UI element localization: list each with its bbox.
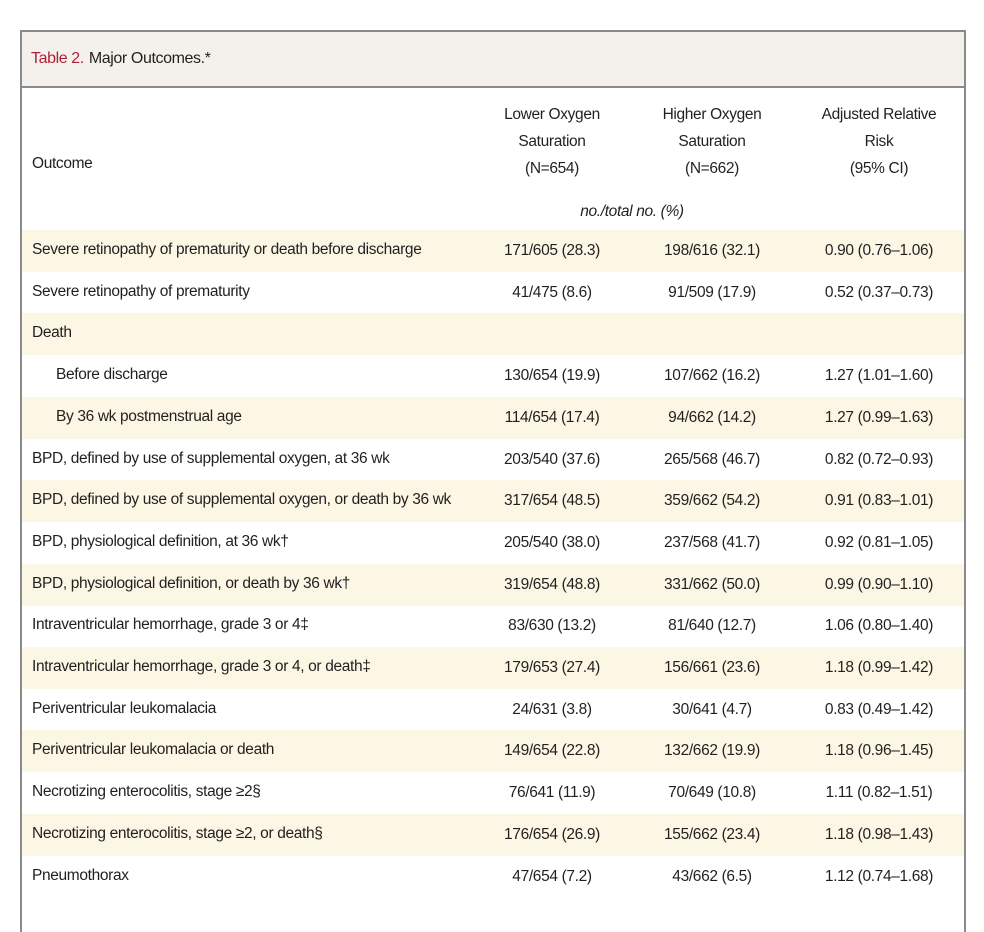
outcome-cell: Intraventricular hemorrhage, grade 3 or … bbox=[32, 658, 371, 675]
value-cell: 331/662 (50.0) bbox=[664, 575, 760, 593]
value-cell: 0.82 (0.72–0.93) bbox=[824, 450, 934, 468]
value-cell: 70/649 (10.8) bbox=[668, 784, 756, 802]
table-row: Death bbox=[22, 313, 964, 356]
value-cell: 130/654 (19.9) bbox=[504, 367, 600, 385]
table-row: By 36 wk postmenstrual age 114/654 (17.4)… bbox=[22, 396, 964, 439]
value-cell: 1.27 (1.01–1.60) bbox=[824, 367, 934, 385]
column-header: (95% CI) bbox=[849, 160, 909, 177]
value-cell: 0.91 (0.83–1.01) bbox=[824, 492, 934, 510]
outcome-cell: By 36 wk postmenstrual age bbox=[56, 407, 242, 425]
table-row: Severe retinopathy of prematurity 41/475 … bbox=[22, 272, 964, 314]
value-cell: 47/654 (7.2) bbox=[512, 867, 592, 885]
value-cell: 1.11 (0.82–1.51) bbox=[825, 784, 933, 802]
value-cell: 1.18 (0.99–1.42) bbox=[824, 659, 934, 676]
value-cell: 359/662 (54.2) bbox=[664, 492, 760, 510]
value-cell: 237/568 (41.7) bbox=[664, 533, 760, 551]
column-header: Outcome bbox=[32, 155, 93, 172]
table-row: BPD, physiological definition, at 36 wk†… bbox=[22, 522, 964, 564]
outcome-cell: Periventricular leukomalacia bbox=[32, 699, 217, 717]
value-cell: 0.99 (0.90–1.10) bbox=[824, 575, 934, 593]
page: Table 2. Major Outcomes.* Outcome Lower O… bbox=[20, 30, 966, 932]
table-row: BPD, defined by use of supplemental oxyg… bbox=[22, 480, 964, 523]
table-frame: Table 2. Major Outcomes.* Outcome Lower O… bbox=[20, 30, 966, 932]
value-cell: 76/641 (11.9) bbox=[508, 784, 596, 802]
table-label: Table 2. bbox=[31, 50, 84, 67]
column-header: Risk bbox=[864, 133, 894, 150]
table-row: Necrotizing enterocolitis, stage ≥2§ 76/6… bbox=[22, 772, 964, 814]
outcome-cell: Necrotizing enterocolitis, stage ≥2§ bbox=[32, 783, 261, 801]
table-row: Before discharge 130/654 (19.9) 107/662 (1… bbox=[22, 355, 964, 397]
value-cell: 1.18 (0.96–1.45) bbox=[824, 742, 934, 760]
table-row: Periventricular leukomalacia or death 149… bbox=[22, 730, 964, 773]
table-row: Intraventricular hemorrhage, grade 3 or … bbox=[22, 647, 964, 689]
value-cell: 155/662 (23.4) bbox=[664, 825, 760, 843]
value-cell: 107/662 (16.2) bbox=[664, 367, 760, 385]
value-cell: 1.27 (0.99–1.63) bbox=[824, 408, 934, 426]
table-header: Table 2. Major Outcomes.* bbox=[22, 32, 964, 88]
value-cell: 83/630 (13.2) bbox=[508, 617, 596, 635]
value-cell: 176/654 (26.9) bbox=[504, 825, 600, 843]
outcome-cell: Periventricular leukomalacia or death bbox=[32, 741, 275, 759]
outcome-cell: Pneumothorax bbox=[32, 866, 129, 884]
value-cell: 171/605 (28.3) bbox=[504, 242, 600, 259]
column-header: Saturation bbox=[518, 133, 586, 150]
value-cell: 0.92 (0.81–1.05) bbox=[824, 533, 934, 551]
value-cell: 156/661 (23.6) bbox=[664, 659, 760, 676]
value-cell: 41/475 (8.6) bbox=[512, 283, 592, 301]
table-row: Necrotizing enterocolitis, stage ≥2, or … bbox=[22, 813, 964, 856]
outcome-cell: Before discharge bbox=[56, 366, 168, 384]
table-row: Intraventricular hemorrhage, grade 3 or … bbox=[22, 605, 964, 647]
column-header: Higher Oxygen bbox=[662, 106, 762, 123]
value-cell: 149/654 (22.8) bbox=[504, 742, 600, 760]
value-cell: 114/654 (17.4) bbox=[504, 408, 600, 426]
value-cell: 30/641 (4.7) bbox=[672, 700, 752, 718]
value-cell: 1.06 (0.80–1.40) bbox=[824, 617, 934, 635]
outcome-cell: BPD, defined by use of supplemental oxyg… bbox=[32, 491, 451, 509]
table-row: BPD, physiological definition, or death … bbox=[22, 563, 964, 606]
outcome-cell: Death bbox=[32, 324, 72, 342]
outcome-cell: BPD, physiological definition, at 36 wk† bbox=[32, 532, 289, 550]
value-cell: 0.90 (0.76–1.06) bbox=[824, 242, 934, 259]
outcome-cell: Necrotizing enterocolitis, stage ≥2, or … bbox=[32, 824, 323, 842]
value-cell: 0.52 (0.37–0.73) bbox=[824, 283, 934, 301]
value-cell: 265/568 (46.7) bbox=[664, 450, 760, 468]
value-cell: 0.83 (0.49–1.42) bbox=[824, 700, 934, 718]
value-cell: 94/662 (14.2) bbox=[668, 408, 756, 426]
value-cell: 319/654 (48.8) bbox=[504, 575, 600, 593]
value-cell: 179/653 (27.4) bbox=[504, 659, 600, 676]
column-header: (N=662) bbox=[685, 160, 739, 177]
value-cell: 203/540 (37.6) bbox=[504, 450, 600, 468]
outcome-cell: BPD, defined by use of supplemental oxyg… bbox=[32, 449, 390, 467]
outcome-cell: Severe retinopathy of prematurity or dea… bbox=[32, 241, 422, 258]
outcome-cell: BPD, physiological definition, or death … bbox=[32, 574, 351, 592]
column-header: Adjusted Relative bbox=[821, 106, 937, 123]
value-cell: 132/662 (19.9) bbox=[664, 742, 760, 760]
table-row: Severe retinopathy of prematurity or dea… bbox=[22, 230, 964, 272]
column-header: Lower Oxygen bbox=[504, 106, 600, 123]
value-cell: 91/509 (17.9) bbox=[668, 283, 756, 301]
table-row: Pneumothorax 47/654 (7.2) 43/662 (6.5) 1.12… bbox=[22, 856, 964, 898]
column-header: Saturation bbox=[678, 133, 746, 150]
column-header: (N=654) bbox=[525, 160, 579, 177]
value-cell: 43/662 (6.5) bbox=[672, 867, 752, 885]
value-cell: 205/540 (38.0) bbox=[504, 533, 600, 551]
value-cell: 81/640 (12.7) bbox=[668, 617, 756, 635]
value-cell: 1.18 (0.98–1.43) bbox=[824, 825, 934, 843]
table-title: Major Outcomes.* bbox=[88, 50, 211, 67]
outcome-cell: Intraventricular hemorrhage, grade 3 or … bbox=[32, 616, 309, 634]
value-cell: 317/654 (48.5) bbox=[504, 492, 600, 510]
table-row: Periventricular leukomalacia 24/631 (3.8)… bbox=[22, 689, 964, 731]
units-label: no./total no. (%) bbox=[580, 203, 684, 220]
outcome-cell: Severe retinopathy of prematurity bbox=[32, 282, 250, 300]
value-cell: 198/616 (32.1) bbox=[664, 242, 760, 259]
value-cell: 1.12 (0.74–1.68) bbox=[824, 867, 934, 885]
value-cell: 24/631 (3.8) bbox=[512, 700, 592, 718]
table-row: BPD, defined by use of supplemental oxyg… bbox=[22, 439, 964, 481]
